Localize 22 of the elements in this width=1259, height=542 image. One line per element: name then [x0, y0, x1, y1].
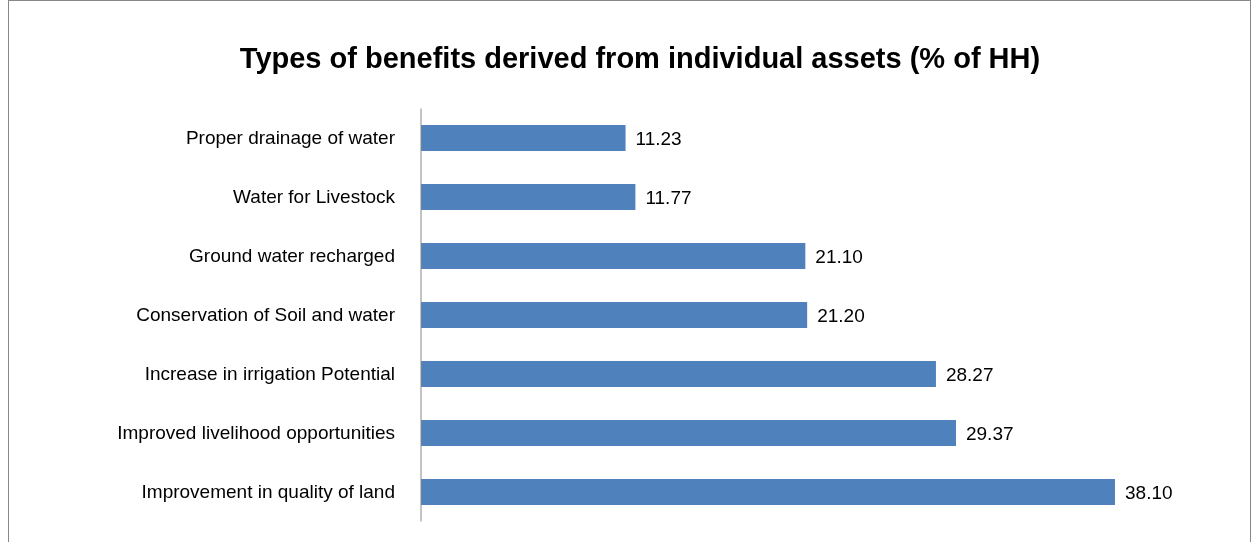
bar [421, 420, 956, 446]
data-label: 29.37 [965, 422, 1014, 444]
bar [421, 243, 806, 269]
y-tick-label: Improvement in quality of land [141, 481, 395, 503]
data-label: 11.23 [635, 127, 682, 149]
bar [421, 302, 808, 328]
data-label: 21.20 [817, 304, 865, 326]
data-label: 38.10 [1125, 481, 1173, 503]
y-tick-label: Increase in irrigation Potential [144, 363, 395, 385]
data-label: 28.27 [945, 363, 994, 385]
chart-title: Types of benefits derived from individual assets (% of HH) [239, 42, 1041, 74]
bar [421, 361, 936, 387]
data-label: 21.10 [815, 245, 863, 267]
data-label: 11.77 [645, 186, 692, 208]
y-tick-label: Improved livelihood opportunities [117, 422, 395, 444]
y-tick-label: Conservation of Soil and water [136, 304, 396, 326]
bar [421, 184, 636, 210]
bar [421, 125, 626, 151]
bar [421, 479, 1115, 505]
y-tick-label: Water for Livestock [233, 186, 396, 208]
y-tick-label: Ground water recharged [189, 245, 395, 267]
y-tick-label: Proper drainage of water [185, 127, 396, 149]
